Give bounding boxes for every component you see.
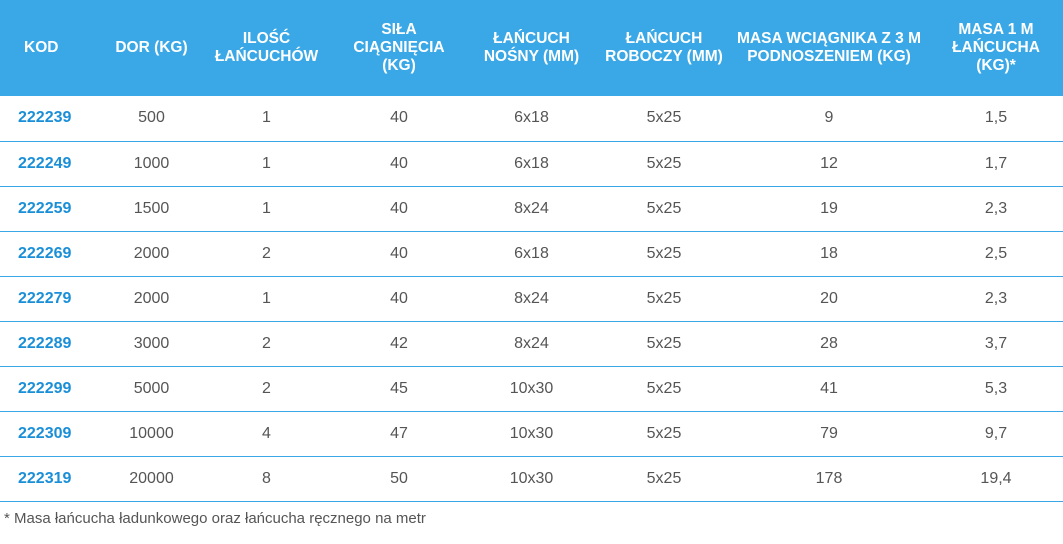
load-chain-cell: 8x24 [464, 321, 599, 367]
chain-count-cell: 1 [199, 276, 334, 322]
pull-force-cell: 40 [334, 96, 464, 142]
code-cell: 222279 [0, 276, 104, 322]
hand-chain-cell: 5x25 [599, 141, 729, 187]
chain-count-cell: 4 [199, 411, 334, 457]
load-capacity-cell: 10000 [104, 411, 199, 457]
code-cell: 222249 [0, 141, 104, 187]
hoist-mass-cell: 28 [729, 321, 929, 367]
code-cell: 222259 [0, 186, 104, 232]
hoist-mass-cell: 19 [729, 186, 929, 232]
load-chain-cell: 6x18 [464, 231, 599, 277]
header-row: KOD DOR (KG) ILOŚĆ ŁAŃCUCHÓW SIŁA CIĄGNI… [0, 0, 1063, 96]
load-capacity-cell: 500 [104, 96, 199, 142]
pull-force-cell: 40 [334, 186, 464, 232]
code-cell: 222309 [0, 411, 104, 457]
chain-mass-cell: 2,3 [929, 276, 1063, 322]
chain-count-cell: 1 [199, 186, 334, 232]
chain-count-cell: 1 [199, 96, 334, 142]
hoist-mass-cell: 12 [729, 141, 929, 187]
table-row: 222269 2000 2 40 6x18 5x25 18 2,5 [0, 231, 1063, 277]
hand-chain-cell: 5x25 [599, 456, 729, 502]
chain-mass-cell: 9,7 [929, 411, 1063, 457]
chain-count-cell: 2 [199, 321, 334, 367]
hoist-mass-cell: 9 [729, 96, 929, 142]
header-sila-ciagniecia: SIŁA CIĄGNIĘCIA (KG) [334, 0, 464, 96]
hoist-mass-cell: 79 [729, 411, 929, 457]
chain-count-cell: 2 [199, 231, 334, 277]
load-capacity-cell: 20000 [104, 456, 199, 502]
load-capacity-cell: 2000 [104, 276, 199, 322]
spec-table: KOD DOR (KG) ILOŚĆ ŁAŃCUCHÓW SIŁA CIĄGNI… [0, 0, 1063, 502]
hand-chain-cell: 5x25 [599, 321, 729, 367]
header-kod: KOD [0, 0, 104, 96]
load-chain-cell: 6x18 [464, 96, 599, 142]
load-capacity-cell: 1000 [104, 141, 199, 187]
hoist-mass-cell: 178 [729, 456, 929, 502]
table-body: 222239 500 1 40 6x18 5x25 9 1,5 222249 1000 1 40 6x1… [0, 96, 1063, 502]
hand-chain-cell: 5x25 [599, 231, 729, 277]
footnote: * Masa łańcucha ładunkowego oraz łańcuch… [4, 510, 426, 527]
code-cell: 222289 [0, 321, 104, 367]
load-chain-cell: 8x24 [464, 276, 599, 322]
chain-mass-cell: 1,5 [929, 96, 1063, 142]
code-cell: 222269 [0, 231, 104, 277]
load-capacity-cell: 2000 [104, 231, 199, 277]
table-row: 222299 5000 2 45 10x30 5x25 41 5,3 [0, 366, 1063, 412]
hand-chain-cell: 5x25 [599, 276, 729, 322]
pull-force-cell: 50 [334, 456, 464, 502]
chain-mass-cell: 5,3 [929, 366, 1063, 412]
load-chain-cell: 10x30 [464, 456, 599, 502]
code-cell: 222299 [0, 366, 104, 412]
pull-force-cell: 45 [334, 366, 464, 412]
chain-mass-cell: 2,5 [929, 231, 1063, 277]
pull-force-cell: 47 [334, 411, 464, 457]
table-row: 222319 20000 8 50 10x30 5x25 178 19,4 [0, 456, 1063, 502]
hand-chain-cell: 5x25 [599, 411, 729, 457]
hoist-mass-cell: 18 [729, 231, 929, 277]
header-ilosc-lancuchow: ILOŚĆ ŁAŃCUCHÓW [199, 0, 334, 96]
load-chain-cell: 10x30 [464, 366, 599, 412]
chain-mass-cell: 2,3 [929, 186, 1063, 232]
pull-force-cell: 40 [334, 231, 464, 277]
chain-mass-cell: 1,7 [929, 141, 1063, 187]
chain-count-cell: 2 [199, 366, 334, 412]
chain-mass-cell: 3,7 [929, 321, 1063, 367]
header-masa-wciagnika: MASA WCIĄGNIKA Z 3 M PODNOSZENIEM (KG) [729, 0, 929, 96]
load-chain-cell: 8x24 [464, 186, 599, 232]
table-header: KOD DOR (KG) ILOŚĆ ŁAŃCUCHÓW SIŁA CIĄGNI… [0, 0, 1063, 96]
hoist-mass-cell: 20 [729, 276, 929, 322]
load-capacity-cell: 5000 [104, 366, 199, 412]
hand-chain-cell: 5x25 [599, 366, 729, 412]
header-dor: DOR (KG) [104, 0, 199, 96]
load-chain-cell: 6x18 [464, 141, 599, 187]
table-row: 222289 3000 2 42 8x24 5x25 28 3,7 [0, 321, 1063, 367]
pull-force-cell: 42 [334, 321, 464, 367]
chain-count-cell: 1 [199, 141, 334, 187]
load-capacity-cell: 1500 [104, 186, 199, 232]
code-cell: 222239 [0, 96, 104, 142]
hoist-mass-cell: 41 [729, 366, 929, 412]
pull-force-cell: 40 [334, 141, 464, 187]
header-masa-lancucha: MASA 1 M ŁAŃCUCHA (KG)* [929, 0, 1063, 96]
table-row: 222239 500 1 40 6x18 5x25 9 1,5 [0, 96, 1063, 142]
header-lancuch-nosny: ŁAŃCUCH NOŚNY (MM) [464, 0, 599, 96]
table-row: 222309 10000 4 47 10x30 5x25 79 9,7 [0, 411, 1063, 457]
table-row: 222259 1500 1 40 8x24 5x25 19 2,3 [0, 186, 1063, 232]
code-cell: 222319 [0, 456, 104, 502]
chain-count-cell: 8 [199, 456, 334, 502]
load-chain-cell: 10x30 [464, 411, 599, 457]
load-capacity-cell: 3000 [104, 321, 199, 367]
pull-force-cell: 40 [334, 276, 464, 322]
hand-chain-cell: 5x25 [599, 186, 729, 232]
header-lancuch-roboczy: ŁAŃCUCH ROBOCZY (MM) [599, 0, 729, 96]
hand-chain-cell: 5x25 [599, 96, 729, 142]
table-row: 222249 1000 1 40 6x18 5x25 12 1,7 [0, 141, 1063, 187]
table-row: 222279 2000 1 40 8x24 5x25 20 2,3 [0, 276, 1063, 322]
chain-mass-cell: 19,4 [929, 456, 1063, 502]
